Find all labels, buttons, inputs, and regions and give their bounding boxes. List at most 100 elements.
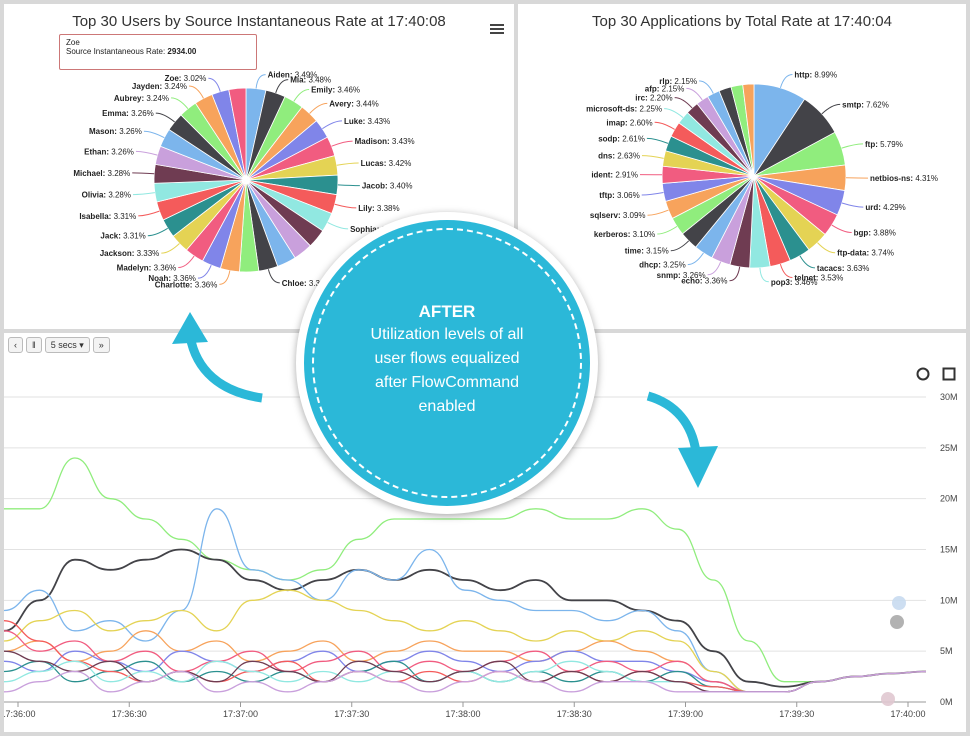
- y-tick-label: 5M: [940, 646, 953, 656]
- apps-pie-label: irc: 2.20%: [635, 94, 672, 103]
- apps-pie-label: ftp-data: 3.74%: [837, 249, 894, 258]
- apps-pie-connector: [841, 202, 864, 208]
- users-pie-label: Madison: 3.43%: [355, 137, 415, 146]
- apps-pie-label: imap: 2.60%: [606, 118, 652, 127]
- apps-pie-connector: [654, 121, 675, 130]
- apps-pie-label: dhcp: 3.25%: [639, 261, 686, 270]
- series-end-marker: [890, 615, 904, 629]
- users-pie-label: Mason: 3.26%: [89, 127, 142, 136]
- series-line[interactable]: [4, 670, 927, 693]
- tooltip-value: 2934.00: [167, 47, 197, 56]
- users-pie-label: Aiden: 3.49%: [268, 71, 318, 80]
- tooltip-label: Source Instantaneous Rate:: [66, 47, 166, 56]
- x-tick-label: 17:36:30: [112, 709, 147, 719]
- users-pie-connector: [337, 184, 360, 187]
- stop-icon[interactable]: [942, 367, 956, 381]
- users-pie-label: Avery: 3.44%: [329, 99, 379, 108]
- apps-pie-connector: [779, 263, 793, 279]
- users-pie-label: Charlotte: 3.36%: [155, 280, 218, 289]
- users-pie-connector: [147, 227, 168, 237]
- apps-pie-label: pop3: 3.46%: [771, 278, 818, 287]
- users-pie-connector: [138, 210, 160, 217]
- users-pie-connector: [334, 203, 357, 209]
- interval-select[interactable]: 5 secs ▾: [44, 337, 90, 353]
- users-pie-label: Olivia: 3.28%: [82, 191, 131, 200]
- users-pie-label: Jackson: 3.33%: [100, 249, 160, 258]
- chart-toolbar: ‹ ‖ 5 secs ▾ »: [8, 337, 110, 353]
- users-pie-label: Ethan: 3.26%: [84, 147, 134, 156]
- users-pie-connector: [255, 74, 266, 89]
- apps-pie-label: afp: 2.15%: [645, 84, 685, 93]
- apps-pie-title: Top 30 Applications by Total Rate at 17:…: [592, 13, 892, 30]
- apps-pie-label: netbios-ns: 4.31%: [870, 174, 938, 183]
- apps-pie-connector: [821, 103, 841, 115]
- apps-pie-label: ftp: 5.79%: [865, 140, 903, 149]
- users-pie-connector: [219, 270, 231, 285]
- y-tick-label: 30M: [940, 392, 958, 402]
- apps-pie-connector: [707, 261, 722, 276]
- users-pie-slice[interactable]: [228, 87, 247, 181]
- users-pie-connector: [336, 162, 359, 166]
- apps-pie-connector: [657, 225, 678, 235]
- rewind-button[interactable]: ‹: [8, 337, 23, 353]
- users-pie-label: Luke: 3.43%: [344, 117, 390, 126]
- users-pie-label: Aubrey: 3.24%: [114, 94, 169, 103]
- record-icon[interactable]: [916, 367, 930, 381]
- users-pie-connector: [322, 120, 343, 130]
- apps-pie-label: echo: 3.36%: [681, 277, 727, 286]
- x-tick-label: 17:39:30: [779, 709, 814, 719]
- series-line[interactable]: [4, 457, 927, 683]
- apps-pie-connector: [646, 137, 669, 144]
- apps-pie-label: tacacs: 3.63%: [817, 264, 869, 273]
- badge-line-2: user flows equalized: [374, 350, 520, 367]
- apps-pie-connector: [799, 255, 815, 269]
- apps-pie-connector: [759, 267, 769, 283]
- users-pie-label: Isabella: 3.31%: [79, 212, 136, 221]
- apps-pie-label: dns: 2.63%: [598, 152, 640, 161]
- apps-pie-label: telnet: 3.53%: [794, 274, 843, 283]
- apps-pie-connector: [641, 191, 664, 196]
- apps-pie-label: rlp: 2.15%: [659, 77, 697, 86]
- apps-pie-connector: [686, 87, 703, 101]
- users-pie-label: Emma: 3.26%: [102, 109, 154, 118]
- apps-pie-label: ident: 2.91%: [591, 171, 638, 180]
- users-pie-connector: [327, 221, 349, 230]
- series-line[interactable]: [4, 548, 927, 688]
- users-pie-panel: Top 30 Users by Source Instantaneous Rat…: [4, 4, 514, 329]
- users-pie-connector: [178, 255, 195, 269]
- apps-pie-connector: [779, 73, 793, 89]
- pie-tooltip: Zoe Source Instantaneous Rate: 2934.00: [59, 34, 257, 70]
- users-pie-label: Lily: 3.38%: [358, 204, 399, 213]
- apps-pie-connector: [831, 224, 852, 234]
- x-tick-label: 17:37:00: [223, 709, 258, 719]
- y-tick-label: 15M: [940, 545, 958, 555]
- x-tick-label: 17:40:00: [890, 709, 925, 719]
- users-pie-label: Noah: 3.36%: [148, 274, 196, 283]
- users-pie-connector: [331, 140, 353, 147]
- menu-icon[interactable]: [490, 22, 504, 36]
- users-pie-connector: [275, 79, 289, 94]
- apps-pie-connector: [817, 242, 836, 254]
- users-pie-connector: [155, 112, 175, 123]
- apps-pie-connector: [664, 108, 684, 118]
- apps-pie-svg: http: 8.99% smtp: 7.62% ftp: 5.79% netbios-…: [586, 70, 938, 287]
- badge-line-4: enabled: [418, 398, 476, 415]
- forward-button[interactable]: »: [92, 337, 110, 353]
- users-pie-label: Mia: 3.48%: [290, 76, 331, 85]
- apps-pie-label: time: 3.15%: [625, 247, 669, 256]
- apps-pie-slice[interactable]: [742, 83, 755, 177]
- y-tick-label: 0M: [940, 697, 953, 707]
- apps-pie-connector: [699, 80, 714, 94]
- pause-button[interactable]: ‖: [26, 337, 42, 353]
- users-pie-label: Lucas: 3.42%: [361, 159, 412, 168]
- users-pie-title: Top 30 Users by Source Instantaneous Rat…: [72, 13, 446, 30]
- apps-pie-label: kerberos: 3.10%: [594, 230, 655, 239]
- apps-pie-connector: [729, 266, 741, 282]
- apps-pie-connector: [647, 209, 669, 216]
- users-pie-connector: [132, 172, 155, 175]
- users-pie-connector: [309, 102, 328, 114]
- apps-pie-label: snmp: 3.26%: [657, 271, 706, 280]
- users-pie-label: Madelyn: 3.36%: [117, 264, 177, 273]
- series-end-marker: [881, 692, 895, 706]
- line-chart-svg: 0M 5M 10M 15M 20M 25M 30M 17:36:00 17:36:30 17:37…: [4, 392, 958, 719]
